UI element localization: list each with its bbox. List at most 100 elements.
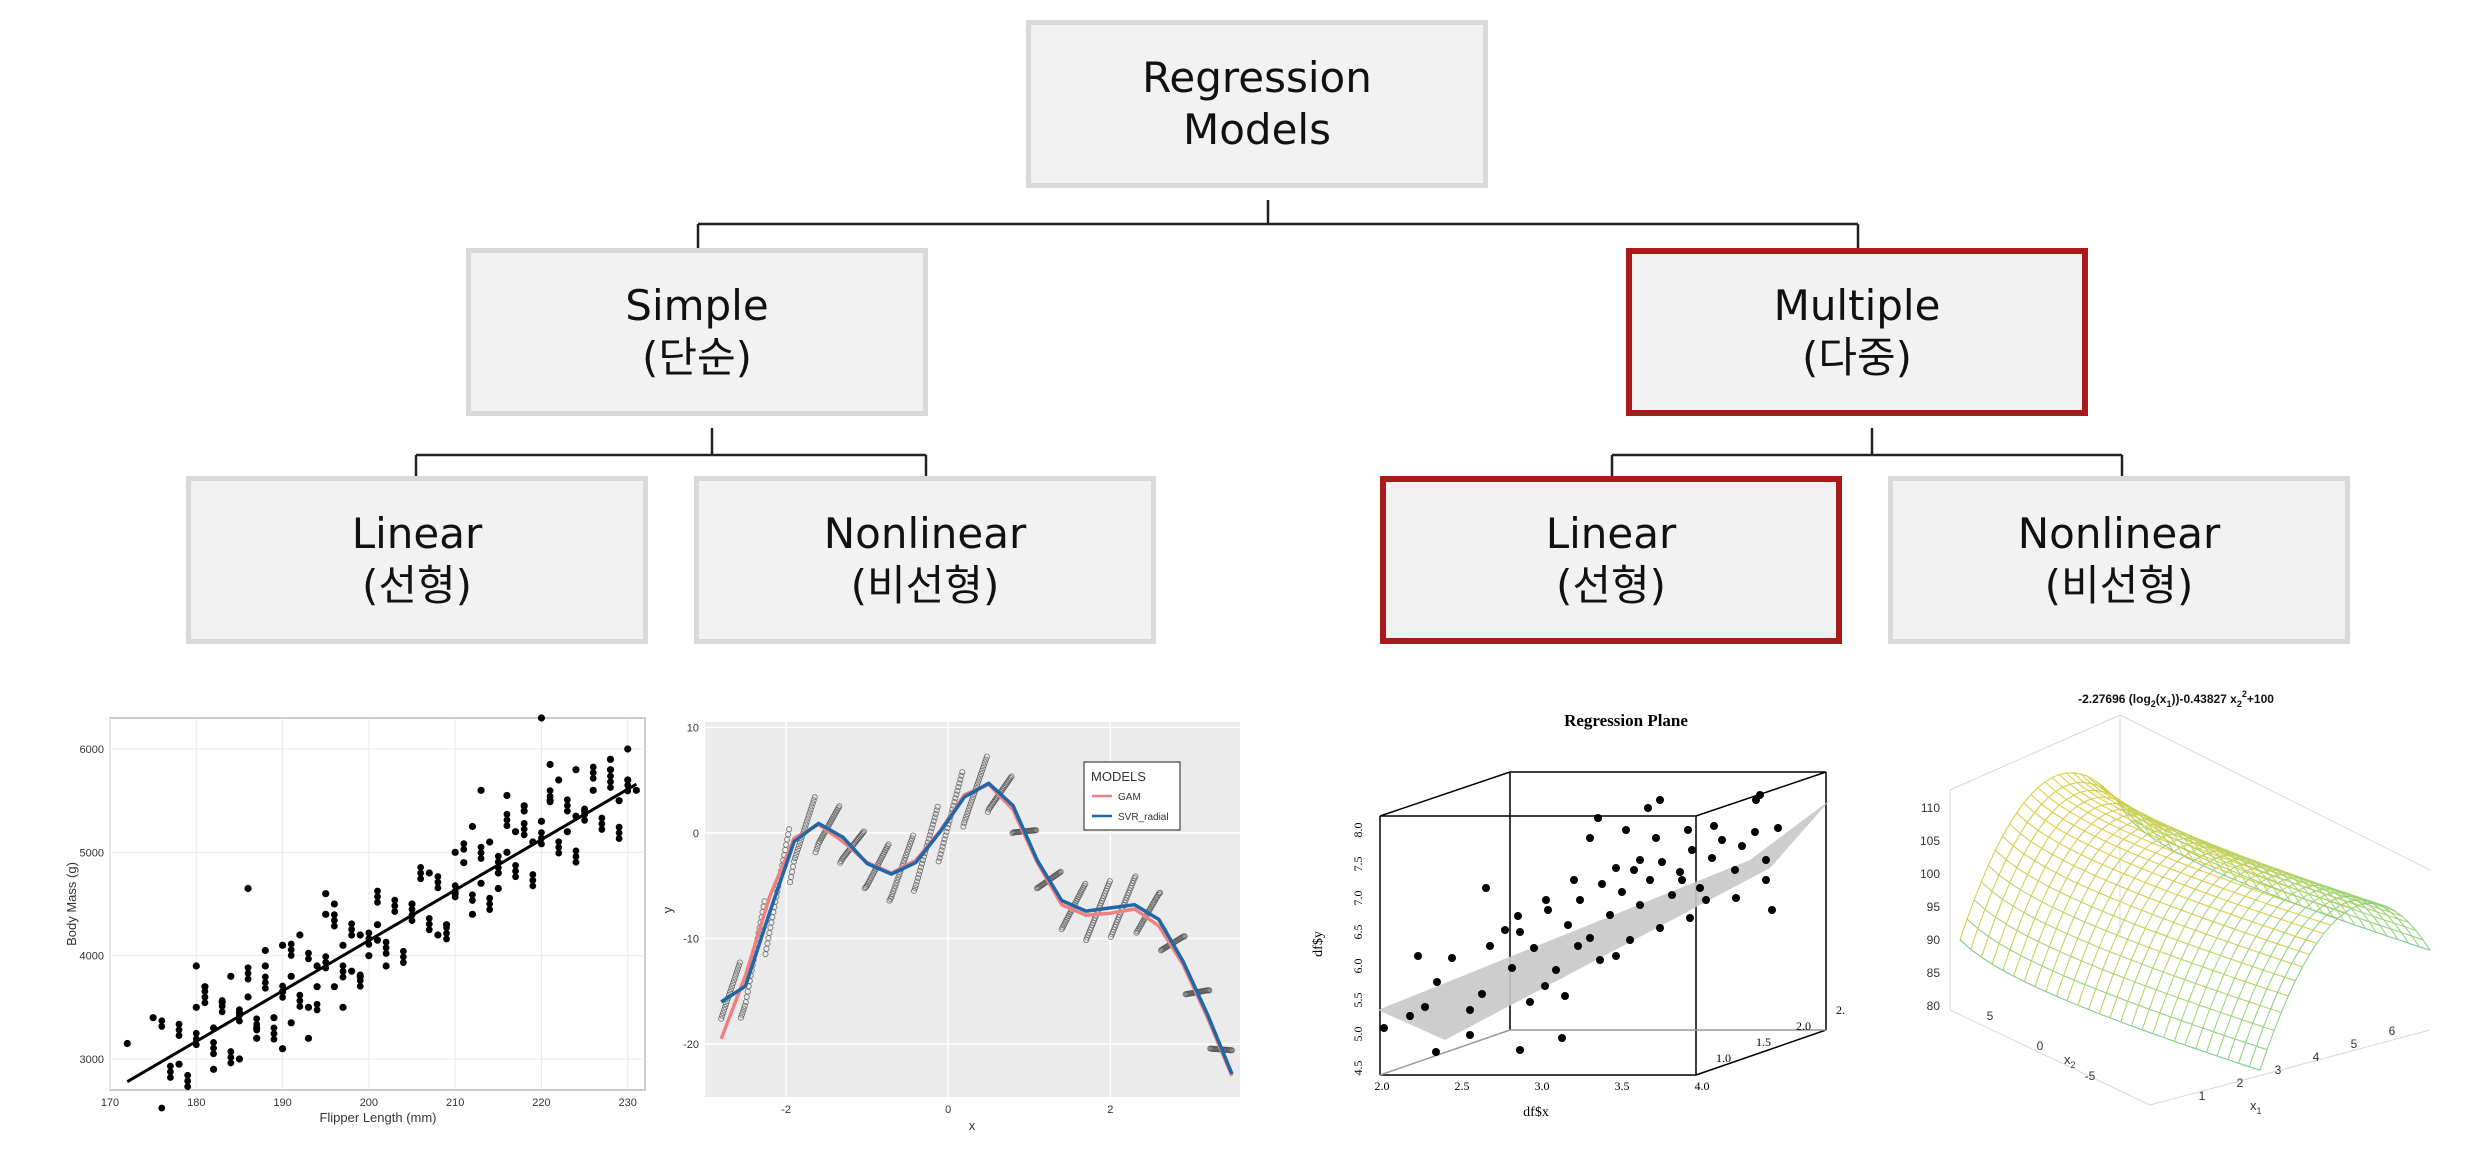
plot1-point	[563, 807, 571, 815]
plot2-point	[931, 814, 938, 821]
plot2-point	[955, 784, 962, 791]
plot2-point	[1132, 873, 1139, 880]
plot1-point	[270, 1024, 278, 1032]
plot1-point	[339, 973, 347, 981]
plot1-point	[503, 822, 511, 830]
plot1-x-tick-label: 220	[532, 1097, 550, 1109]
plot2-point	[981, 759, 988, 766]
plot1-y-tick-label: 4000	[80, 951, 104, 963]
plot1-point	[408, 900, 416, 908]
plot4-title: -2.27696 (log2(x1))-0.43827 x22+100	[2078, 689, 2274, 709]
plot2-point	[919, 857, 926, 864]
plot4-z-tick-label: 110	[1921, 801, 1940, 815]
plot1-point	[287, 946, 295, 954]
plot2-point	[912, 881, 920, 889]
plot4-surface-line	[1959, 772, 2131, 940]
plot1-point	[555, 844, 563, 851]
plot1-point	[546, 792, 554, 800]
plot2-point	[914, 874, 922, 881]
plot3-point	[1596, 956, 1604, 964]
plot1-point	[313, 1000, 321, 1008]
plot1-point	[615, 835, 623, 842]
plot1-point	[477, 786, 485, 794]
plot1-point	[546, 760, 554, 769]
plot2-point	[957, 776, 964, 783]
plot1-point	[399, 959, 407, 966]
plot1-point	[425, 926, 433, 934]
plot1-point	[563, 796, 571, 804]
plot1-point	[356, 977, 364, 984]
plot1-point	[512, 867, 519, 875]
plot1-point	[443, 929, 450, 937]
plot1-point	[546, 798, 554, 806]
plot2-point	[918, 860, 925, 867]
plot3-point	[1658, 858, 1666, 866]
node-line1: Linear	[351, 509, 483, 558]
plot1-point	[244, 969, 252, 977]
plot3-point	[1558, 1034, 1566, 1042]
plot2-point	[1056, 869, 1063, 876]
plot2-point	[913, 878, 921, 885]
plot4-x2-tick-label: -5	[2085, 1069, 2096, 1083]
plot3-point	[1644, 804, 1652, 812]
plot3-point	[1618, 888, 1626, 896]
plot1-point	[477, 843, 485, 851]
plot1-point	[606, 766, 615, 774]
plot2-point	[893, 879, 900, 886]
plot1-point	[477, 879, 485, 887]
plot2-point	[794, 845, 802, 853]
plot2-point	[978, 767, 986, 775]
plot1-point	[460, 845, 468, 853]
plot1-point	[494, 852, 502, 860]
plot3-point	[1466, 1006, 1474, 1014]
plot3-point	[1652, 834, 1660, 842]
plot1-point	[339, 962, 347, 970]
plot1-point	[529, 871, 537, 878]
plot1-point	[408, 917, 416, 925]
plot2-point	[937, 851, 944, 858]
plot3-point	[1544, 906, 1552, 914]
plot2-legend-title: MODELS	[1091, 769, 1146, 784]
plot1-point	[330, 900, 338, 908]
plot1-point	[123, 1039, 131, 1048]
plot1-point	[391, 908, 399, 915]
plot2-point	[952, 795, 959, 802]
node-line2: (비선형)	[2044, 561, 2194, 610]
plot1-point	[555, 849, 563, 857]
plot1-point	[520, 802, 528, 810]
plot2-point	[1106, 878, 1113, 885]
plot2-point	[907, 840, 914, 847]
plot2-point	[977, 770, 985, 777]
plot1-point	[382, 938, 390, 946]
plot2-point	[806, 809, 813, 816]
plot2-point	[963, 813, 970, 820]
plot3-y-tick-label: 7.5	[1351, 857, 1365, 872]
plot2-point	[728, 983, 736, 990]
plot2-point	[964, 811, 971, 818]
plot2-point	[928, 825, 935, 832]
plot4-x1-tick-label: 4	[2313, 1050, 2320, 1064]
plot1-point	[184, 1083, 192, 1091]
plot1-point	[607, 784, 614, 791]
plot2-point	[1206, 987, 1213, 994]
plot1-point	[175, 1020, 183, 1028]
plot3-y-tick-label: 8.0	[1351, 823, 1365, 838]
plot3-x-tick-label: 3.0	[1535, 1079, 1550, 1093]
plot1-point	[520, 807, 528, 815]
plot3-point	[1710, 822, 1718, 830]
plot1-point	[261, 946, 269, 955]
plot4-surface-line	[2072, 772, 2374, 904]
plot2-point	[722, 1003, 729, 1010]
plot2-point	[956, 780, 963, 787]
plot2-point	[791, 855, 799, 862]
plot1-point	[460, 859, 468, 867]
plot3-point	[1630, 866, 1638, 874]
plot2-point	[736, 959, 743, 966]
plot1-point	[555, 838, 563, 846]
plot4-surface-line	[2205, 884, 2377, 1053]
plot1-point	[417, 869, 425, 877]
plot4-x1-label: x1	[2250, 1098, 2262, 1116]
node-line2: Models	[1183, 105, 1331, 154]
plot4-x1-tick-label: 1	[2199, 1089, 2206, 1103]
